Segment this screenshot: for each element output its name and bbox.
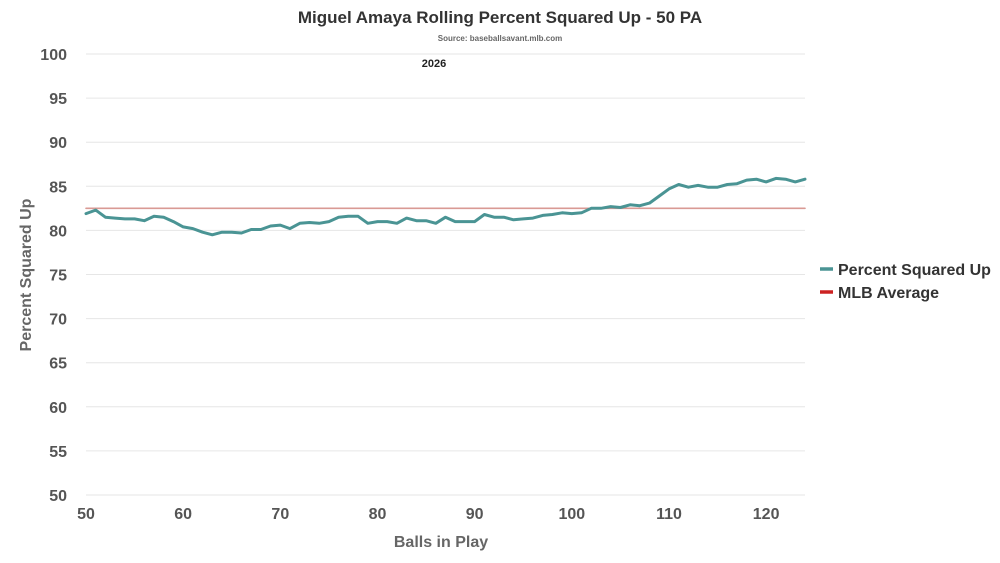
legend-label-mlb-average: MLB Average <box>838 285 939 302</box>
x-tick-90: 90 <box>466 506 484 523</box>
plot-series <box>84 176 807 237</box>
x-tick-80: 80 <box>369 506 387 523</box>
grid-lines <box>86 53 805 496</box>
y-tick-100: 100 <box>40 47 67 64</box>
x-tick-70: 70 <box>271 506 289 523</box>
x-tick-110: 110 <box>656 506 682 523</box>
y-tick-80: 80 <box>49 223 67 240</box>
x-tick-100: 100 <box>558 506 585 523</box>
y-tick-50: 50 <box>49 488 67 505</box>
y-tick-70: 70 <box>49 312 67 329</box>
year-annotation: 2026 <box>422 58 446 70</box>
y-axis-ticks: 50 55 60 65 70 75 80 85 90 95 100 <box>40 47 67 505</box>
y-tick-90: 90 <box>49 135 67 152</box>
y-tick-95: 95 <box>49 91 67 108</box>
chart-title: Miguel Amaya Rolling Percent Squared Up … <box>298 8 702 27</box>
x-tick-60: 60 <box>174 506 192 523</box>
x-axis-label: Balls in Play <box>394 534 488 551</box>
legend-label-percent-squared-up: Percent Squared Up <box>838 262 991 279</box>
y-tick-55: 55 <box>49 444 67 461</box>
y-tick-85: 85 <box>49 179 67 196</box>
x-axis-ticks: 50 60 70 80 90 100 110 120 <box>77 506 779 523</box>
y-tick-75: 75 <box>49 268 67 285</box>
y-tick-65: 65 <box>49 356 67 373</box>
x-tick-50: 50 <box>77 506 95 523</box>
x-tick-120: 120 <box>753 506 780 523</box>
chart-subtitle: Source: baseballsavant.mlb.com <box>438 34 563 43</box>
y-axis-label: Percent Squared Up <box>18 198 35 351</box>
series-line-percent-squared-up <box>84 176 807 237</box>
legend: Percent Squared Up MLB Average <box>820 262 991 302</box>
y-tick-60: 60 <box>49 400 67 417</box>
